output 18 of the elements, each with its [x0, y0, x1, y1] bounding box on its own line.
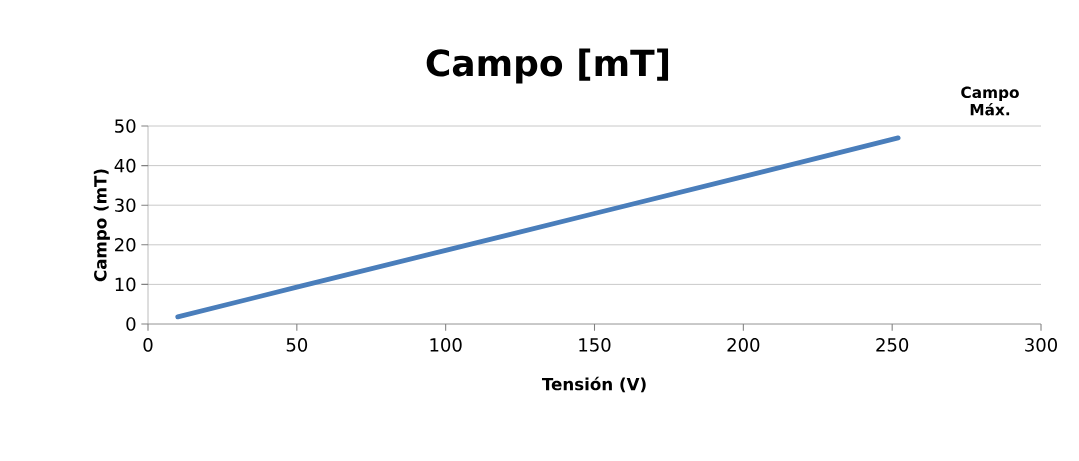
- x-tick-label: 100: [430, 338, 462, 352]
- x-tick-label: 50: [286, 338, 308, 352]
- y-tick-label: 40: [114, 158, 136, 173]
- x-tick-label: 150: [579, 338, 611, 352]
- x-tick-label: 250: [876, 338, 909, 352]
- y-tick-label: 0: [126, 317, 136, 331]
- x-tick-label: 300: [1025, 338, 1057, 352]
- y-axis-title: Campo (mT): [93, 169, 110, 282]
- chart-title: Campo [mT]: [426, 48, 669, 84]
- y-tick-label: 10: [115, 277, 136, 292]
- x-axis-title: Tensión (V): [541, 376, 646, 393]
- y-tick-label: 30: [115, 198, 136, 212]
- y-tick-label: 20: [115, 237, 136, 252]
- line-series: [175, 135, 901, 320]
- text: Campo Máx.: [961, 86, 1019, 116]
- x-tick-label: 200: [727, 338, 760, 352]
- y-tick-label: 50: [115, 119, 136, 133]
- x-tick-label: 0: [143, 338, 153, 352]
